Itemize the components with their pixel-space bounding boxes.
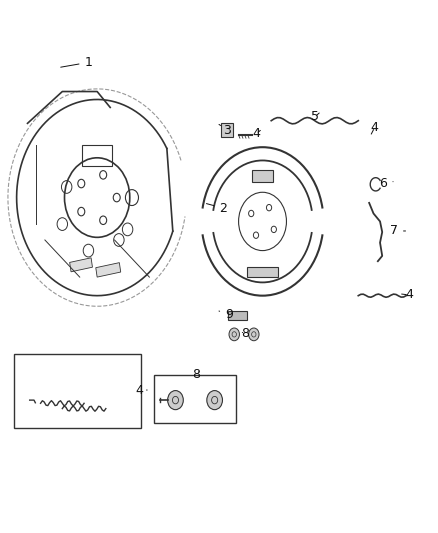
- Circle shape: [229, 328, 240, 341]
- Text: 5: 5: [311, 110, 319, 124]
- Text: 4: 4: [406, 288, 413, 301]
- Text: 4: 4: [252, 127, 260, 140]
- Text: 9: 9: [219, 308, 233, 321]
- Text: 2: 2: [206, 201, 227, 215]
- Bar: [14, 354, 141, 428]
- Text: 6: 6: [380, 177, 393, 190]
- Circle shape: [249, 328, 259, 341]
- Bar: [228, 311, 247, 319]
- Text: 4: 4: [136, 384, 147, 397]
- Bar: [252, 170, 273, 182]
- Bar: [96, 263, 121, 277]
- Bar: [154, 375, 237, 423]
- Text: 1: 1: [61, 56, 92, 69]
- Bar: [247, 266, 278, 277]
- Bar: [70, 258, 92, 272]
- Circle shape: [207, 391, 223, 410]
- Text: 4: 4: [371, 121, 379, 134]
- Bar: [221, 123, 233, 136]
- Bar: [82, 144, 113, 166]
- Text: 8: 8: [241, 327, 249, 341]
- Text: 3: 3: [219, 124, 231, 137]
- Circle shape: [168, 391, 184, 410]
- Text: 8: 8: [192, 368, 200, 381]
- Text: 7: 7: [390, 224, 406, 238]
